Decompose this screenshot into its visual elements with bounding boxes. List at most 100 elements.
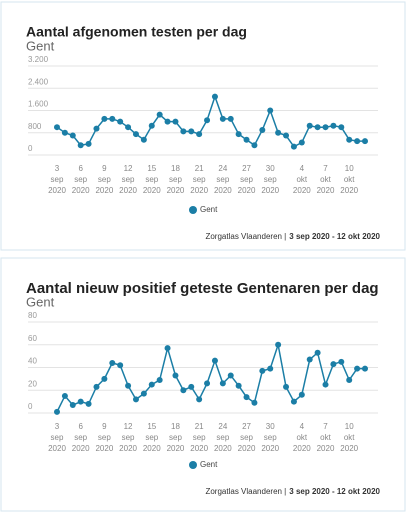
x-tick-label: 2020 bbox=[143, 444, 161, 453]
x-tick-label: 2020 bbox=[317, 186, 335, 195]
x-tick-label: 24 bbox=[218, 422, 227, 431]
x-tick-label: 2020 bbox=[190, 444, 208, 453]
x-tick-label: 27 bbox=[242, 422, 251, 431]
x-tick-label: 2020 bbox=[72, 444, 90, 453]
data-point bbox=[298, 391, 305, 398]
data-point bbox=[132, 396, 139, 403]
data-point bbox=[101, 115, 108, 122]
x-tick-label: okt bbox=[344, 433, 355, 442]
legend-label: Gent bbox=[200, 205, 218, 214]
data-point bbox=[259, 126, 266, 133]
source-period: 3 sep 2020 - 12 okt 2020 bbox=[289, 487, 380, 496]
data-point bbox=[196, 131, 203, 138]
x-tick-label: sep bbox=[145, 175, 158, 184]
data-point bbox=[85, 140, 92, 147]
data-point bbox=[54, 408, 60, 415]
data-point bbox=[204, 117, 211, 124]
x-tick-label: 4 bbox=[300, 422, 305, 431]
data-point bbox=[148, 381, 155, 388]
data-point bbox=[227, 372, 234, 379]
x-tick-label: 10 bbox=[345, 422, 354, 431]
x-tick-label: 2020 bbox=[167, 444, 185, 453]
x-tick-label: 12 bbox=[124, 422, 133, 431]
data-point bbox=[93, 125, 100, 132]
data-point bbox=[172, 118, 179, 125]
legend-marker bbox=[189, 206, 197, 214]
data-point bbox=[259, 367, 266, 374]
x-tick-label: sep bbox=[51, 433, 64, 442]
x-tick-label: 9 bbox=[102, 422, 107, 431]
data-point bbox=[322, 124, 329, 131]
data-point bbox=[314, 124, 321, 131]
data-point bbox=[85, 400, 92, 407]
x-tick-label: 18 bbox=[171, 422, 180, 431]
chart-subtitle: Gent bbox=[26, 38, 55, 53]
data-point bbox=[188, 128, 195, 135]
data-point bbox=[204, 380, 211, 387]
source: Zorgatlas Vlaanderen | 3 sep 2020 - 12 ok… bbox=[205, 487, 380, 496]
data-point bbox=[275, 129, 282, 136]
data-point bbox=[180, 387, 187, 394]
data-point bbox=[77, 398, 84, 405]
x-tick-label: 3 bbox=[55, 422, 60, 431]
y-tick-label: 80 bbox=[28, 311, 37, 320]
x-tick-label: okt bbox=[320, 433, 331, 442]
data-point bbox=[330, 361, 337, 368]
y-tick-label: 40 bbox=[28, 357, 37, 366]
data-point bbox=[148, 122, 155, 129]
x-tick-label: sep bbox=[193, 433, 206, 442]
data-point bbox=[362, 138, 368, 145]
x-tick-label: 2020 bbox=[190, 186, 208, 195]
x-tick-label: 7 bbox=[323, 422, 328, 431]
source: Zorgatlas Vlaanderen | 3 sep 2020 - 12 ok… bbox=[205, 232, 380, 241]
x-tick-label: 2020 bbox=[119, 444, 137, 453]
y-tick-label: 60 bbox=[28, 334, 37, 343]
legend-label: Gent bbox=[200, 460, 218, 469]
data-point bbox=[109, 115, 116, 122]
x-tick-label: sep bbox=[193, 175, 206, 184]
x-tick-label: 30 bbox=[266, 422, 275, 431]
chart-title: Aantal afgenomen testen per dag bbox=[26, 24, 247, 40]
data-point bbox=[125, 382, 132, 389]
x-tick-label: 2020 bbox=[293, 444, 311, 453]
data-point bbox=[93, 383, 100, 390]
x-tick-label: 27 bbox=[242, 164, 251, 173]
data-point bbox=[180, 128, 187, 135]
x-tick-label: 2020 bbox=[119, 186, 137, 195]
x-tick-label: 4 bbox=[300, 164, 305, 173]
data-point bbox=[251, 399, 258, 406]
x-tick-label: sep bbox=[216, 175, 229, 184]
chart-subtitle: Gent bbox=[26, 294, 55, 309]
x-tick-label: 2020 bbox=[238, 444, 256, 453]
x-tick-label: sep bbox=[216, 433, 229, 442]
x-tick-label: sep bbox=[98, 433, 111, 442]
data-point bbox=[298, 139, 305, 146]
data-point bbox=[117, 118, 124, 125]
data-point bbox=[69, 132, 76, 139]
x-tick-label: 2020 bbox=[214, 186, 232, 195]
x-tick-label: 2020 bbox=[293, 186, 311, 195]
data-point bbox=[140, 390, 147, 397]
data-point bbox=[283, 132, 290, 139]
x-tick-label: 2020 bbox=[340, 186, 358, 195]
y-tick-label: 0 bbox=[28, 402, 33, 411]
x-tick-label: 2020 bbox=[261, 444, 279, 453]
x-tick-label: sep bbox=[122, 433, 135, 442]
data-point bbox=[306, 122, 313, 129]
x-tick-label: 2020 bbox=[48, 186, 66, 195]
x-tick-label: 24 bbox=[218, 164, 227, 173]
x-tick-label: 7 bbox=[323, 164, 328, 173]
y-tick-label: 3.200 bbox=[28, 55, 49, 64]
x-tick-label: 3 bbox=[55, 164, 60, 173]
data-point bbox=[109, 359, 116, 366]
data-point bbox=[188, 383, 195, 390]
data-point bbox=[338, 124, 345, 131]
x-tick-label: sep bbox=[169, 175, 182, 184]
data-point bbox=[330, 122, 337, 129]
x-tick-label: 18 bbox=[171, 164, 180, 173]
source-period: 3 sep 2020 - 12 okt 2020 bbox=[289, 232, 380, 241]
x-tick-label: sep bbox=[145, 433, 158, 442]
data-point bbox=[362, 365, 368, 372]
